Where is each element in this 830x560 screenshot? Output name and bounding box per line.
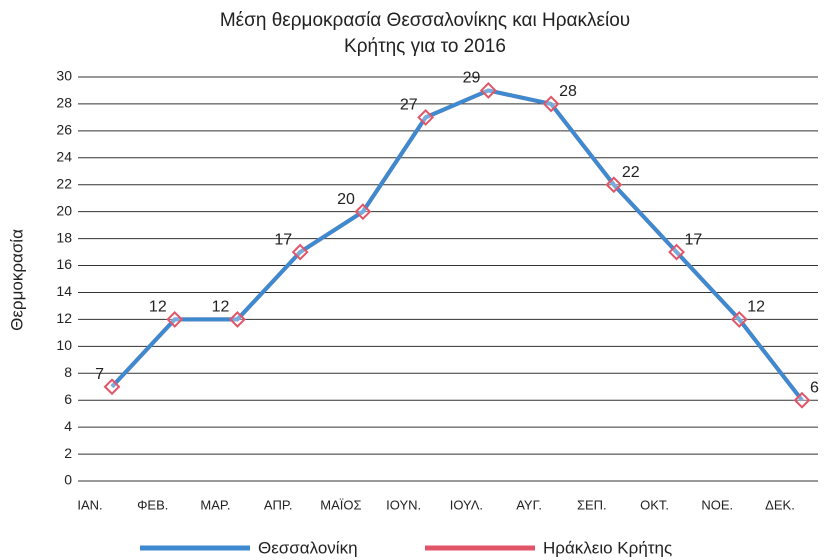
- x-tick-label: ΣΕΠ.: [577, 497, 607, 512]
- y-tick-label: 6: [64, 391, 72, 407]
- data-label: 17: [685, 231, 703, 248]
- y-tick-label: 2: [64, 445, 72, 461]
- legend-label: Ηράκλειο Κρήτης: [543, 538, 672, 557]
- y-tick-label: 8: [64, 364, 72, 380]
- y-tick-label: 22: [56, 175, 72, 191]
- y-tick-label: 14: [56, 283, 72, 299]
- x-tick-label: ΙΟΥΛ.: [450, 497, 483, 512]
- y-axis-label: Θερμοκρασία: [7, 229, 26, 331]
- data-label: 17: [274, 231, 292, 248]
- data-label: 6: [810, 379, 819, 396]
- series-line: [110, 88, 804, 402]
- y-tick-label: 0: [64, 472, 72, 488]
- data-label: 12: [149, 299, 167, 316]
- x-tick-label: ΦΕΒ.: [137, 497, 168, 512]
- point-marker: [479, 82, 497, 99]
- data-label: 12: [747, 299, 765, 316]
- data-label: 7: [95, 366, 104, 383]
- x-tick-label: ΟΚΤ.: [640, 497, 669, 512]
- y-tick-label: 24: [56, 149, 72, 165]
- x-tick-label: ΝΟΕ.: [701, 497, 733, 512]
- point-marker: [354, 203, 372, 221]
- x-tick-label: ΑΥΓ.: [516, 497, 542, 512]
- y-tick-label: 10: [56, 337, 72, 353]
- y-tick-label: 16: [56, 256, 72, 272]
- point-marker: [542, 95, 560, 113]
- data-label: 28: [559, 83, 577, 100]
- x-tick-label: ΙΟΥΝ.: [386, 497, 421, 512]
- legend-label: Θεσσαλονίκη: [258, 538, 358, 557]
- y-tick-label: 26: [56, 122, 72, 138]
- y-tick-label: 18: [56, 229, 72, 245]
- x-tick-label: ΙΑΝ.: [77, 497, 102, 512]
- chart-title: Μέση θερμοκρασία Θεσσαλονίκης και Ηρακλε…: [219, 10, 631, 57]
- y-tick-label: 30: [56, 68, 72, 84]
- point-marker: [291, 243, 309, 261]
- point-marker: [605, 176, 623, 194]
- x-tick-label: ΔΕΚ.: [765, 497, 795, 512]
- x-tick-label: ΑΠΡ.: [264, 497, 293, 512]
- data-label: 22: [622, 164, 640, 181]
- y-tick-label: 4: [64, 418, 72, 434]
- x-tick-label: ΜΑΡ.: [200, 497, 230, 512]
- point-marker: [417, 108, 435, 126]
- y-tick-label: 20: [56, 202, 72, 218]
- point-marker: [730, 310, 748, 328]
- y-tick-label: 28: [56, 95, 72, 111]
- x-tick-label: ΜΑΪΟΣ: [320, 497, 361, 512]
- data-label: 29: [463, 70, 481, 87]
- point-marker: [793, 391, 811, 409]
- point-marker: [166, 310, 184, 328]
- point-marker: [668, 243, 685, 261]
- data-label: 27: [400, 97, 418, 114]
- point-marker: [103, 378, 121, 396]
- point-marker: [229, 310, 246, 328]
- y-tick-label: 12: [56, 310, 72, 326]
- data-label: 20: [337, 191, 355, 208]
- data-label: 12: [212, 299, 230, 316]
